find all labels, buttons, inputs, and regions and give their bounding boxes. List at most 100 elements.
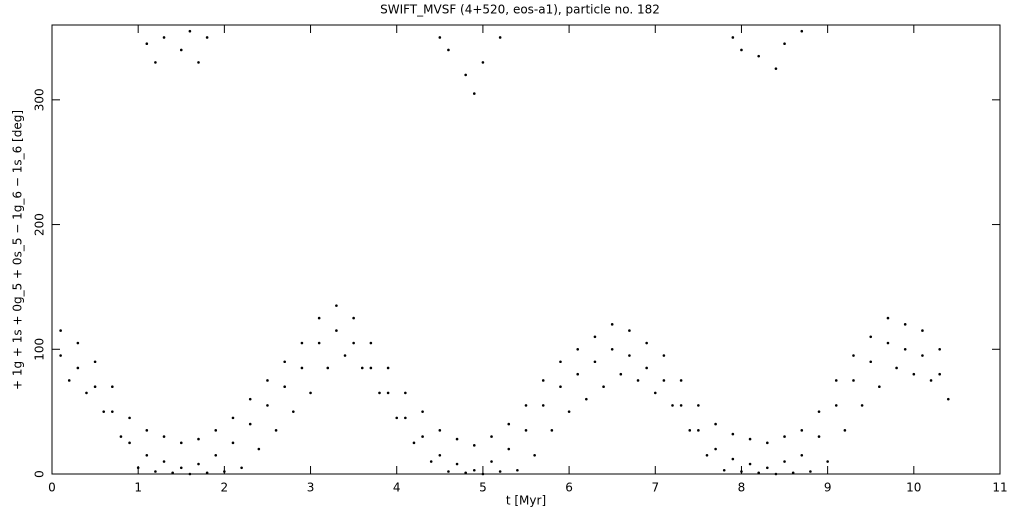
point bbox=[731, 36, 735, 39]
point bbox=[800, 29, 804, 33]
point bbox=[516, 468, 519, 472]
point bbox=[102, 410, 106, 413]
point bbox=[93, 385, 97, 388]
point bbox=[317, 316, 321, 320]
point bbox=[714, 422, 717, 426]
point bbox=[498, 470, 502, 473]
point bbox=[602, 385, 605, 388]
point bbox=[645, 366, 648, 370]
point bbox=[826, 460, 829, 463]
point bbox=[559, 360, 562, 364]
point bbox=[852, 354, 855, 357]
point bbox=[179, 48, 183, 52]
point bbox=[128, 441, 131, 445]
point bbox=[886, 341, 890, 345]
y-tick-label: 0 bbox=[33, 470, 47, 478]
point bbox=[188, 472, 192, 476]
point bbox=[59, 354, 62, 357]
point bbox=[791, 471, 795, 475]
point bbox=[610, 347, 614, 351]
y-tick-label: 200 bbox=[33, 213, 47, 236]
point bbox=[369, 341, 373, 345]
point bbox=[283, 385, 286, 388]
point bbox=[714, 447, 717, 451]
point bbox=[412, 441, 416, 445]
point bbox=[154, 61, 157, 64]
point bbox=[309, 391, 312, 395]
point bbox=[679, 404, 683, 407]
x-tick-label: 5 bbox=[479, 481, 487, 495]
point bbox=[472, 92, 476, 95]
point bbox=[421, 435, 424, 438]
point bbox=[524, 429, 528, 432]
point bbox=[757, 471, 760, 475]
point bbox=[292, 410, 295, 413]
point bbox=[869, 360, 873, 364]
x-tick-label: 10 bbox=[906, 481, 921, 495]
x-tick-label: 2 bbox=[221, 481, 229, 495]
point bbox=[162, 435, 166, 438]
point bbox=[912, 372, 916, 376]
point bbox=[800, 429, 804, 432]
point bbox=[671, 404, 674, 407]
point bbox=[524, 404, 528, 407]
point bbox=[369, 366, 373, 370]
point bbox=[748, 462, 752, 466]
point bbox=[240, 466, 243, 470]
point bbox=[766, 466, 769, 470]
point bbox=[231, 441, 235, 445]
point bbox=[834, 404, 838, 407]
point bbox=[576, 347, 580, 351]
point bbox=[921, 329, 924, 332]
point bbox=[783, 42, 786, 46]
point bbox=[464, 471, 467, 475]
point bbox=[628, 329, 631, 332]
point bbox=[438, 453, 442, 457]
point bbox=[136, 466, 140, 470]
point bbox=[774, 67, 778, 70]
chart-title: SWIFT_MVSF (4+520, eos-a1), particle no.… bbox=[380, 3, 660, 17]
x-tick-label: 11 bbox=[992, 481, 1007, 495]
point bbox=[748, 437, 752, 441]
point bbox=[248, 422, 252, 426]
point bbox=[860, 404, 864, 407]
point bbox=[740, 470, 743, 473]
point bbox=[938, 347, 941, 351]
point bbox=[766, 441, 769, 445]
point bbox=[783, 460, 786, 463]
x-tick-label: 9 bbox=[824, 481, 832, 495]
point bbox=[266, 379, 269, 382]
point bbox=[507, 447, 511, 451]
point bbox=[438, 429, 442, 432]
point bbox=[593, 335, 597, 339]
point bbox=[481, 472, 485, 476]
point bbox=[498, 36, 502, 39]
x-tick-label: 7 bbox=[651, 481, 659, 495]
point bbox=[481, 61, 485, 64]
point bbox=[697, 429, 700, 432]
point bbox=[395, 416, 399, 420]
point bbox=[85, 391, 88, 395]
point bbox=[257, 447, 261, 451]
point bbox=[205, 36, 209, 39]
point bbox=[447, 48, 450, 52]
point bbox=[921, 354, 924, 357]
point bbox=[214, 453, 218, 457]
point bbox=[145, 453, 149, 457]
plot-frame bbox=[51, 24, 1001, 475]
point bbox=[283, 360, 286, 364]
point bbox=[946, 397, 950, 401]
point bbox=[679, 379, 683, 382]
point bbox=[817, 435, 821, 438]
point bbox=[852, 379, 855, 382]
point bbox=[447, 470, 450, 473]
point bbox=[817, 410, 821, 413]
point bbox=[223, 470, 226, 473]
point bbox=[688, 429, 692, 432]
point bbox=[76, 341, 80, 345]
point bbox=[731, 432, 735, 436]
point bbox=[843, 429, 847, 432]
point bbox=[774, 472, 778, 476]
point bbox=[214, 429, 218, 432]
point bbox=[662, 354, 666, 357]
